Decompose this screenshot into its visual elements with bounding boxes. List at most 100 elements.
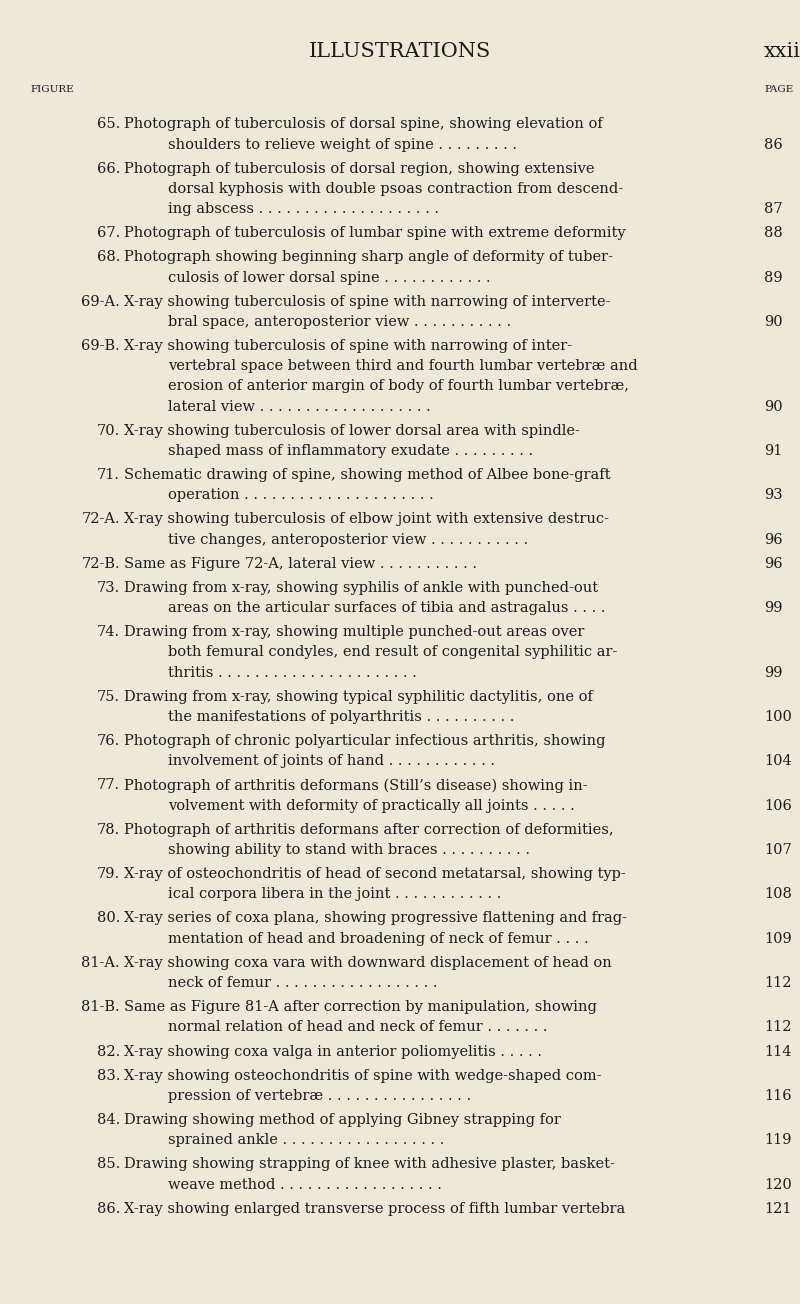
Text: Drawing from x-ray, showing typical syphilitic dactylitis, one of: Drawing from x-ray, showing typical syph…	[124, 690, 593, 704]
Text: Same as Figure 81-A after correction by manipulation, showing: Same as Figure 81-A after correction by …	[124, 1000, 597, 1015]
Text: volvement with deformity of practically all joints . . . . .: volvement with deformity of practically …	[168, 798, 574, 812]
Text: Photograph of tuberculosis of dorsal spine, showing elevation of: Photograph of tuberculosis of dorsal spi…	[124, 117, 602, 132]
Text: X-ray showing osteochondritis of spine with wedge-shaped com-: X-ray showing osteochondritis of spine w…	[124, 1069, 602, 1082]
Text: X-ray showing coxa vara with downward displacement of head on: X-ray showing coxa vara with downward di…	[124, 956, 612, 970]
Text: FIGURE: FIGURE	[30, 85, 74, 94]
Text: 104: 104	[764, 755, 792, 768]
Text: Photograph of chronic polyarticular infectious arthritis, showing: Photograph of chronic polyarticular infe…	[124, 734, 606, 748]
Text: 83.: 83.	[97, 1069, 120, 1082]
Text: ing abscess . . . . . . . . . . . . . . . . . . . .: ing abscess . . . . . . . . . . . . . . …	[168, 202, 439, 216]
Text: dorsal kyphosis with double psoas contraction from descend-: dorsal kyphosis with double psoas contra…	[168, 181, 623, 196]
Text: Photograph of tuberculosis of dorsal region, showing extensive: Photograph of tuberculosis of dorsal reg…	[124, 162, 594, 176]
Text: sprained ankle . . . . . . . . . . . . . . . . . .: sprained ankle . . . . . . . . . . . . .…	[168, 1133, 444, 1148]
Text: 109: 109	[764, 932, 792, 945]
Text: Schematic drawing of spine, showing method of Albee bone-graft: Schematic drawing of spine, showing meth…	[124, 468, 610, 482]
Text: weave method . . . . . . . . . . . . . . . . . .: weave method . . . . . . . . . . . . . .…	[168, 1178, 442, 1192]
Text: 108: 108	[764, 888, 792, 901]
Text: 86: 86	[764, 137, 782, 151]
Text: Drawing from x-ray, showing syphilis of ankle with punched-out: Drawing from x-ray, showing syphilis of …	[124, 582, 598, 595]
Text: bral space, anteroposterior view . . . . . . . . . . .: bral space, anteroposterior view . . . .…	[168, 314, 511, 329]
Text: Photograph showing beginning sharp angle of deformity of tuber-: Photograph showing beginning sharp angle…	[124, 250, 613, 265]
Text: 82.: 82.	[97, 1045, 120, 1059]
Text: 67.: 67.	[97, 226, 120, 240]
Text: mentation of head and broadening of neck of femur . . . .: mentation of head and broadening of neck…	[168, 932, 589, 945]
Text: X-ray showing enlarged transverse process of fifth lumbar vertebra: X-ray showing enlarged transverse proces…	[124, 1202, 626, 1215]
Text: shaped mass of inflammatory exudate . . . . . . . . .: shaped mass of inflammatory exudate . . …	[168, 443, 533, 458]
Text: lateral view . . . . . . . . . . . . . . . . . . .: lateral view . . . . . . . . . . . . . .…	[168, 399, 430, 413]
Text: neck of femur . . . . . . . . . . . . . . . . . .: neck of femur . . . . . . . . . . . . . …	[168, 977, 438, 990]
Text: 112: 112	[764, 1021, 791, 1034]
Text: showing ability to stand with braces . . . . . . . . . .: showing ability to stand with braces . .…	[168, 844, 530, 857]
Text: thritis . . . . . . . . . . . . . . . . . . . . . .: thritis . . . . . . . . . . . . . . . . …	[168, 666, 417, 679]
Text: shoulders to relieve weight of spine . . . . . . . . .: shoulders to relieve weight of spine . .…	[168, 137, 517, 151]
Text: 79.: 79.	[97, 867, 120, 882]
Text: 75.: 75.	[97, 690, 120, 704]
Text: 80.: 80.	[97, 911, 120, 926]
Text: xxiii: xxiii	[764, 42, 800, 61]
Text: 69-A.: 69-A.	[82, 295, 120, 309]
Text: 84.: 84.	[97, 1114, 120, 1127]
Text: 77.: 77.	[97, 778, 120, 793]
Text: Photograph of arthritis deformans (Still’s disease) showing in-: Photograph of arthritis deformans (Still…	[124, 778, 588, 793]
Text: 88: 88	[764, 226, 782, 240]
Text: 66.: 66.	[97, 162, 120, 176]
Text: 121: 121	[764, 1202, 791, 1215]
Text: 119: 119	[764, 1133, 791, 1148]
Text: areas on the articular surfaces of tibia and astragalus . . . .: areas on the articular surfaces of tibia…	[168, 601, 606, 615]
Text: Photograph of arthritis deformans after correction of deformities,: Photograph of arthritis deformans after …	[124, 823, 614, 837]
Text: 112: 112	[764, 977, 791, 990]
Text: the manifestations of polyarthritis . . . . . . . . . .: the manifestations of polyarthritis . . …	[168, 709, 514, 724]
Text: 99: 99	[764, 666, 782, 679]
Text: normal relation of head and neck of femur . . . . . . .: normal relation of head and neck of femu…	[168, 1021, 547, 1034]
Text: 85.: 85.	[97, 1158, 120, 1171]
Text: both femural condyles, end result of congenital syphilitic ar-: both femural condyles, end result of con…	[168, 645, 618, 660]
Text: 91: 91	[764, 443, 782, 458]
Text: 71.: 71.	[97, 468, 120, 482]
Text: 116: 116	[764, 1089, 792, 1103]
Text: ILLUSTRATIONS: ILLUSTRATIONS	[309, 42, 491, 61]
Text: culosis of lower dorsal spine . . . . . . . . . . . .: culosis of lower dorsal spine . . . . . …	[168, 270, 490, 284]
Text: 107: 107	[764, 844, 792, 857]
Text: 68.: 68.	[97, 250, 120, 265]
Text: 120: 120	[764, 1178, 792, 1192]
Text: ical corpora libera in the joint . . . . . . . . . . . .: ical corpora libera in the joint . . . .…	[168, 888, 502, 901]
Text: 70.: 70.	[97, 424, 120, 438]
Text: 93: 93	[764, 488, 782, 502]
Text: X-ray of osteochondritis of head of second metatarsal, showing typ-: X-ray of osteochondritis of head of seco…	[124, 867, 626, 882]
Text: X-ray showing coxa valga in anterior poliomyelitis . . . . .: X-ray showing coxa valga in anterior pol…	[124, 1045, 542, 1059]
Text: 89: 89	[764, 270, 782, 284]
Text: 69-B.: 69-B.	[82, 339, 120, 353]
Text: X-ray series of coxa plana, showing progressive flattening and frag-: X-ray series of coxa plana, showing prog…	[124, 911, 627, 926]
Text: 96: 96	[764, 557, 782, 571]
Text: 106: 106	[764, 798, 792, 812]
Text: vertebral space between third and fourth lumbar vertebræ and: vertebral space between third and fourth…	[168, 359, 638, 373]
Text: tive changes, anteroposterior view . . . . . . . . . . .: tive changes, anteroposterior view . . .…	[168, 532, 528, 546]
Text: Photograph of tuberculosis of lumbar spine with extreme deformity: Photograph of tuberculosis of lumbar spi…	[124, 226, 626, 240]
Text: 90: 90	[764, 399, 782, 413]
Text: 99: 99	[764, 601, 782, 615]
Text: 65.: 65.	[97, 117, 120, 132]
Text: Same as Figure 72-A, lateral view . . . . . . . . . . .: Same as Figure 72-A, lateral view . . . …	[124, 557, 477, 571]
Text: Drawing from x-ray, showing multiple punched-out areas over: Drawing from x-ray, showing multiple pun…	[124, 626, 584, 639]
Text: 81-A.: 81-A.	[82, 956, 120, 970]
Text: Drawing showing strapping of knee with adhesive plaster, basket-: Drawing showing strapping of knee with a…	[124, 1158, 615, 1171]
Text: 73.: 73.	[97, 582, 120, 595]
Text: 78.: 78.	[97, 823, 120, 837]
Text: involvement of joints of hand . . . . . . . . . . . .: involvement of joints of hand . . . . . …	[168, 755, 495, 768]
Text: 74.: 74.	[97, 626, 120, 639]
Text: 100: 100	[764, 709, 792, 724]
Text: 96: 96	[764, 532, 782, 546]
Text: 81-B.: 81-B.	[82, 1000, 120, 1015]
Text: 72-A.: 72-A.	[82, 512, 120, 527]
Text: pression of vertebræ . . . . . . . . . . . . . . . .: pression of vertebræ . . . . . . . . . .…	[168, 1089, 471, 1103]
Text: 90: 90	[764, 314, 782, 329]
Text: X-ray showing tuberculosis of lower dorsal area with spindle-: X-ray showing tuberculosis of lower dors…	[124, 424, 580, 438]
Text: 86.: 86.	[97, 1202, 120, 1215]
Text: Drawing showing method of applying Gibney strapping for: Drawing showing method of applying Gibne…	[124, 1114, 561, 1127]
Text: 76.: 76.	[97, 734, 120, 748]
Text: 114: 114	[764, 1045, 791, 1059]
Text: X-ray showing tuberculosis of spine with narrowing of interverte-: X-ray showing tuberculosis of spine with…	[124, 295, 610, 309]
Text: 87: 87	[764, 202, 782, 216]
Text: X-ray showing tuberculosis of spine with narrowing of inter-: X-ray showing tuberculosis of spine with…	[124, 339, 572, 353]
Text: 72-B.: 72-B.	[82, 557, 120, 571]
